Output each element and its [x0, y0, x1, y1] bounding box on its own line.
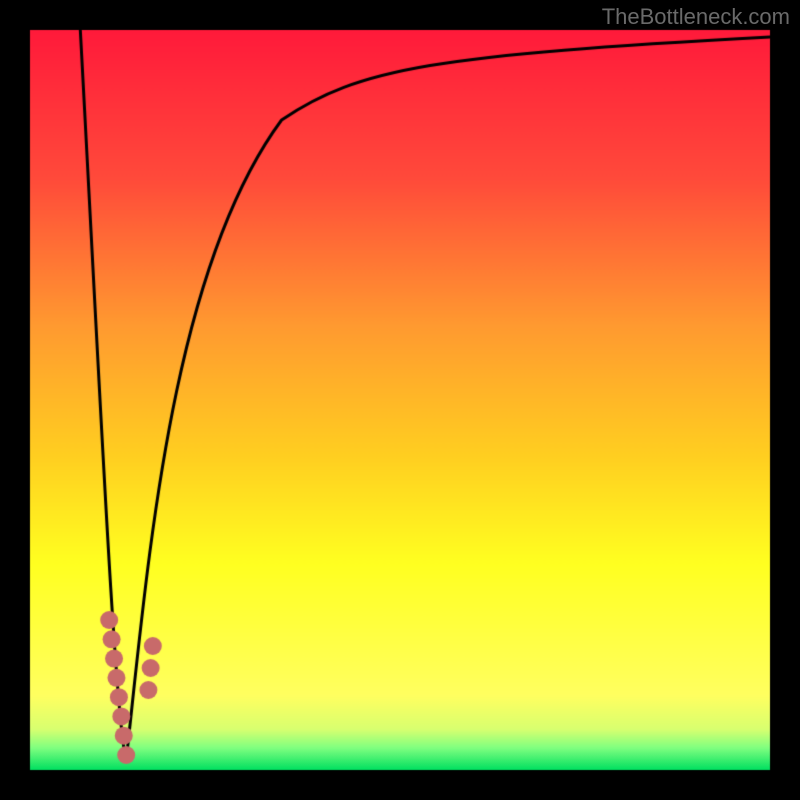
watermark-text: TheBottleneck.com [602, 4, 790, 30]
bottleneck-curve-overlay [0, 0, 800, 800]
